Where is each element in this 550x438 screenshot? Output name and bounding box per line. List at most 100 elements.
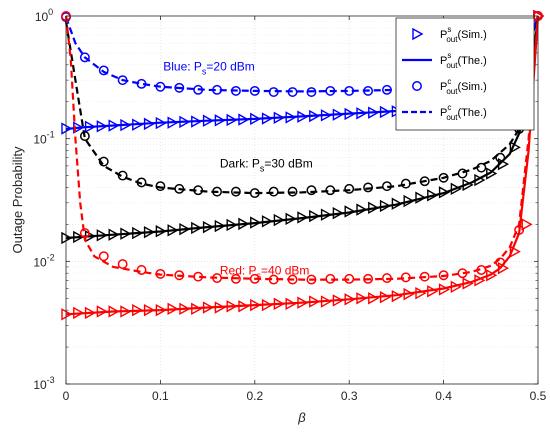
ps-sim-point bbox=[179, 222, 191, 236]
pc-sim-point bbox=[174, 270, 185, 281]
pc-sim-point bbox=[117, 259, 128, 270]
ps-sim-point bbox=[238, 217, 250, 231]
pc-sim-point bbox=[174, 82, 185, 93]
x-tick-label: 0 bbox=[63, 389, 70, 403]
pc-sim-point bbox=[155, 81, 166, 92]
pc-sim-point bbox=[249, 85, 260, 96]
pc-sim-point bbox=[419, 271, 430, 282]
ps-sim-point bbox=[320, 295, 333, 308]
pc-sim-point bbox=[457, 168, 468, 179]
ps-sim-point bbox=[332, 294, 344, 307]
ps-sim-point bbox=[226, 300, 238, 313]
y-tick-label: 10-3 bbox=[33, 375, 54, 392]
ps-sim-point bbox=[226, 218, 238, 232]
ps-sim-point bbox=[427, 189, 439, 202]
pc-theory-line bbox=[64, 15, 540, 93]
ps-sim-point bbox=[214, 114, 226, 127]
ps-sim-point bbox=[143, 225, 156, 239]
ps-sim-point bbox=[120, 227, 132, 240]
ps-sim-point bbox=[521, 218, 533, 231]
ps-sim-point bbox=[61, 122, 73, 135]
ps-sim-point bbox=[108, 305, 120, 318]
ps-sim-point bbox=[214, 301, 226, 314]
x-tick-label: 0.1 bbox=[152, 389, 169, 403]
ps-sim-point bbox=[462, 178, 474, 192]
ps-sim-point bbox=[61, 308, 73, 321]
ps-sim-point bbox=[320, 208, 333, 221]
pc-sim-point bbox=[230, 186, 241, 197]
pc-sim-point bbox=[344, 183, 355, 194]
ps-sim-point bbox=[368, 292, 380, 305]
ps-sim-point bbox=[202, 114, 215, 127]
ps-sim-point bbox=[450, 182, 462, 196]
ps-sim-point bbox=[438, 186, 451, 199]
ps-sim-point bbox=[368, 106, 380, 119]
ps-sim-point bbox=[250, 298, 262, 312]
ps-sim-point bbox=[379, 199, 392, 213]
ps-sim-point bbox=[403, 194, 415, 208]
pc-sim-point bbox=[98, 65, 109, 76]
y-tick-label: 10-1 bbox=[33, 130, 54, 147]
pc-sim-point bbox=[212, 186, 222, 197]
ps-sim-point bbox=[297, 296, 309, 309]
pc-sim-point bbox=[79, 52, 90, 63]
ps-sim-point bbox=[332, 206, 344, 220]
ps-sim-point bbox=[238, 300, 250, 313]
ps-sim-point bbox=[191, 302, 203, 316]
series-annotation: Blue: Ps=20 dBm bbox=[163, 59, 255, 76]
ps-sim-point bbox=[202, 301, 215, 314]
ps-sim-point bbox=[214, 219, 226, 233]
ps-sim-point bbox=[297, 110, 309, 123]
x-tick-label: 0.3 bbox=[341, 389, 358, 403]
ps-sim-point bbox=[191, 221, 203, 235]
ps-sim-point bbox=[273, 297, 285, 311]
ps-sim-point bbox=[132, 303, 144, 317]
ps-sim-point bbox=[509, 141, 521, 154]
series-annotation: Red: Ps=40 dBm bbox=[220, 264, 310, 281]
pc-sim-point bbox=[212, 84, 222, 95]
pc-sim-point bbox=[476, 162, 487, 173]
ps-sim-point bbox=[309, 295, 321, 308]
ps-sim-point bbox=[356, 107, 368, 120]
pc-sim-point bbox=[306, 87, 317, 97]
ps-sim-point bbox=[73, 230, 85, 244]
ps-sim-point bbox=[250, 112, 262, 126]
ps-sim-point bbox=[84, 120, 97, 133]
pc-sim-point bbox=[363, 85, 374, 96]
ps-sim-point bbox=[356, 292, 368, 305]
ps-sim-point bbox=[474, 173, 486, 187]
ps-sim-point bbox=[320, 109, 333, 122]
ps-sim-point bbox=[474, 274, 486, 287]
pc-sim-point bbox=[79, 228, 90, 239]
pc-sim-point bbox=[344, 85, 355, 96]
ps-sim-point bbox=[486, 269, 498, 282]
ps-sim-point bbox=[84, 306, 97, 320]
ps-sim-point bbox=[285, 111, 297, 124]
pc-sim-point bbox=[476, 265, 487, 275]
x-axis-label: β bbox=[297, 410, 306, 425]
pc-sim-point bbox=[514, 225, 525, 235]
ps-sim-point bbox=[450, 280, 462, 293]
pc-sim-point bbox=[174, 183, 185, 194]
pc-sim-point bbox=[382, 181, 392, 192]
ps-sim-point bbox=[96, 305, 108, 318]
ps-sim-point bbox=[167, 302, 179, 316]
legend-entry-label: Pc out(Sim.) bbox=[440, 77, 487, 96]
ps-sim-point bbox=[509, 245, 521, 258]
ps-sim-point bbox=[356, 203, 368, 216]
legend-entry-label: Ps out(The.) bbox=[440, 51, 487, 70]
ps-sim-point bbox=[403, 287, 415, 301]
ps-sim-point bbox=[108, 119, 120, 132]
ps-sim-point bbox=[285, 212, 297, 226]
ps-sim-point bbox=[120, 118, 132, 132]
pc-sim-point bbox=[400, 178, 411, 189]
x-axis-ticks: 0 0.1 0.2 0.3 0.4 0.5 bbox=[63, 16, 547, 403]
pc-sim-point bbox=[117, 75, 128, 86]
legend-entry-label: Ps out(Sim.) bbox=[440, 25, 487, 44]
pc-sim-point bbox=[363, 273, 374, 284]
pc-sim-point bbox=[193, 271, 204, 282]
pc-sim-point bbox=[136, 177, 147, 188]
legend-entry-label: Pc out(The.) bbox=[440, 103, 487, 122]
ps-sim-point bbox=[155, 225, 167, 238]
ps-sim-point bbox=[344, 107, 356, 121]
